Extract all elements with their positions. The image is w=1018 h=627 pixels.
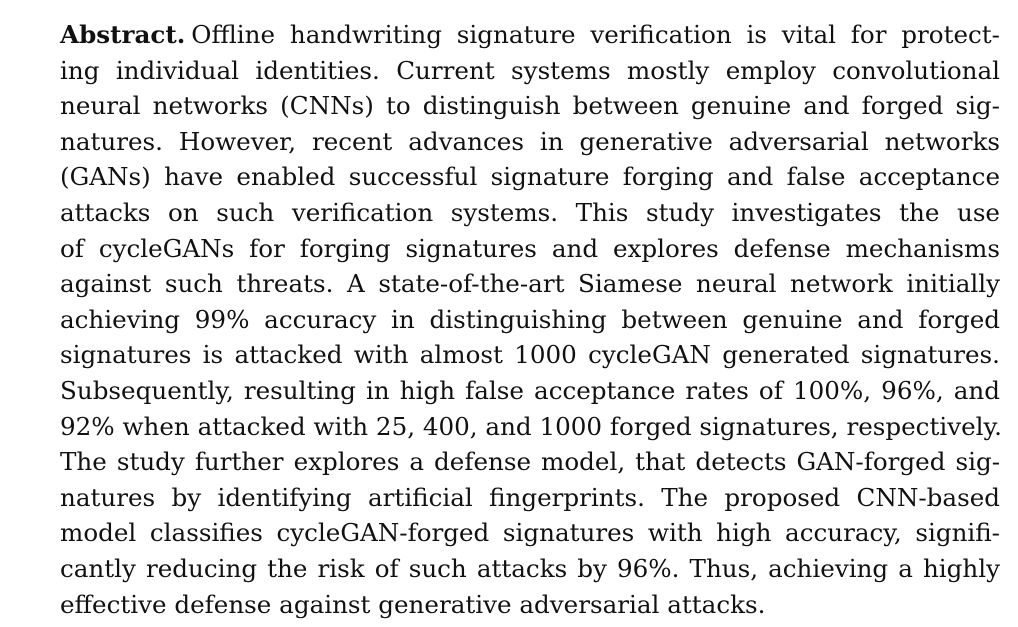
abstract-line-8: against such threats. A state-of-the-art… (60, 269, 1000, 299)
abstract-line-11: Subsequently, resulting in high false ac… (60, 375, 1000, 405)
abstract-line-17: effective defense against generative adv… (60, 589, 766, 619)
abstract-label: Abstract. (60, 20, 186, 49)
abstract-line-10: signatures is attacked with almost 1000 … (60, 340, 1000, 370)
abstract-line-4: natures. However, recent advances in gen… (60, 126, 1000, 156)
abstract-line-13: The study further explores a defense mod… (60, 447, 1000, 477)
abstract-line-1: Abstract. Offline handwriting signature v… (60, 17, 1000, 53)
abstract-line-3: neural networks (CNNs) to distinguish be… (60, 91, 1000, 121)
abstract-line-6: attacks on such verification systems. Th… (60, 197, 1000, 227)
abstract-line-7: of cycleGANs for forging signatures and … (60, 233, 1000, 263)
abstract-line-9: achieving 99% accuracy in distinguishing… (60, 304, 1000, 334)
abstract-line-2: ing individual identities. Current syste… (60, 55, 1000, 85)
abstract-line-5: (GANs) have enabled successful signature… (60, 162, 1000, 192)
abstract-line-15: model classifies cycleGAN-forged signatu… (60, 518, 1000, 548)
abstract-line-14: natures by identifying artificial finger… (60, 482, 1000, 512)
abstract-line-text: Offline handwriting signature verificati… (191, 20, 1000, 49)
abstract-line-16: cantly reducing the risk of such attacks… (60, 553, 1000, 583)
abstract-block: Abstract. Offline handwriting signature v… (60, 17, 1002, 622)
abstract-line-12: 92% when attacked with 25, 400, and 1000… (60, 411, 1002, 441)
